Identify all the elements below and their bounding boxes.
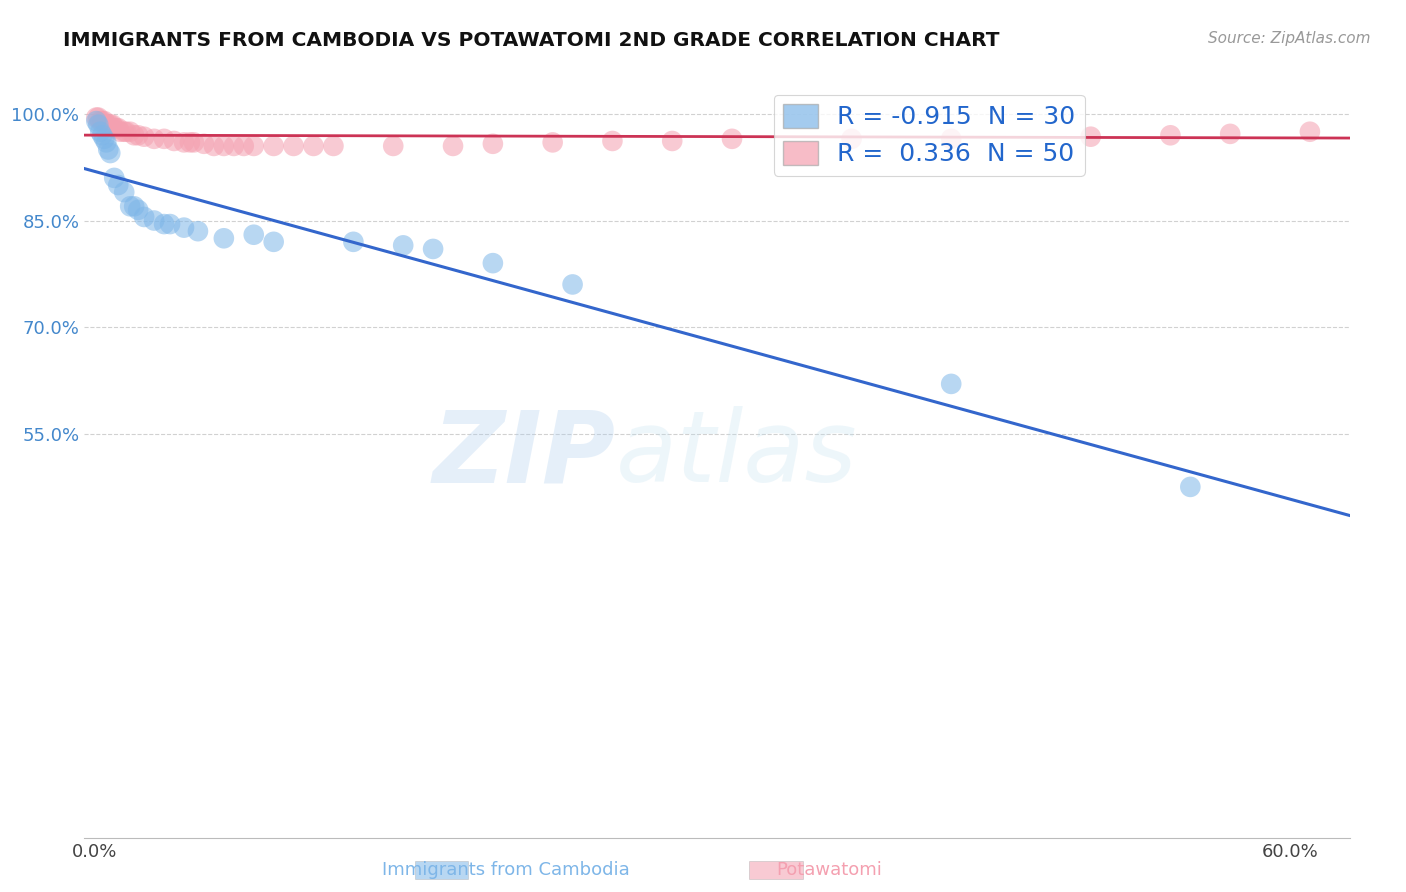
- Point: [120, 125, 142, 139]
- Point: [283, 139, 305, 153]
- Point: [103, 121, 125, 136]
- Text: Potawatomi: Potawatomi: [776, 861, 883, 879]
- Point: [127, 128, 149, 143]
- Point: [107, 178, 129, 192]
- Point: [1159, 128, 1181, 143]
- Point: [232, 139, 254, 153]
- Point: [112, 125, 135, 139]
- Point: [193, 136, 215, 151]
- Point: [103, 170, 125, 185]
- Point: [93, 114, 115, 128]
- Point: [134, 129, 156, 144]
- Point: [96, 118, 118, 132]
- Point: [89, 125, 111, 139]
- Point: [89, 114, 111, 128]
- Point: [86, 114, 108, 128]
- Point: [1080, 129, 1102, 144]
- Point: [98, 118, 121, 132]
- Point: [107, 121, 129, 136]
- Point: [212, 139, 235, 153]
- Point: [841, 132, 863, 146]
- Point: [173, 220, 195, 235]
- Point: [97, 118, 120, 132]
- Text: ZIP: ZIP: [433, 407, 616, 503]
- Point: [721, 132, 744, 146]
- Point: [112, 185, 135, 199]
- Point: [120, 199, 142, 213]
- Point: [263, 235, 285, 249]
- Point: [382, 139, 405, 153]
- Point: [163, 134, 186, 148]
- Point: [179, 136, 201, 150]
- Point: [441, 139, 464, 153]
- Point: [202, 139, 225, 153]
- Point: [96, 136, 118, 150]
- Point: [1219, 127, 1241, 141]
- Point: [115, 125, 138, 139]
- Point: [392, 238, 415, 252]
- Point: [561, 277, 583, 292]
- Text: Source: ZipAtlas.com: Source: ZipAtlas.com: [1208, 31, 1371, 46]
- Point: [482, 136, 505, 151]
- Point: [222, 139, 245, 153]
- Point: [127, 202, 149, 217]
- Point: [93, 132, 115, 146]
- Point: [122, 128, 145, 143]
- Point: [1358, 122, 1381, 136]
- Text: atlas: atlas: [616, 407, 858, 503]
- Point: [87, 118, 110, 132]
- Point: [183, 136, 205, 150]
- Point: [86, 111, 108, 125]
- Point: [212, 231, 235, 245]
- Point: [143, 213, 166, 227]
- Point: [110, 125, 132, 139]
- Point: [263, 139, 285, 153]
- Point: [97, 143, 120, 157]
- Point: [91, 128, 114, 143]
- Point: [302, 139, 325, 153]
- Point: [98, 146, 121, 161]
- Point: [242, 139, 264, 153]
- Point: [602, 134, 624, 148]
- Point: [422, 242, 444, 256]
- Point: [173, 136, 195, 150]
- Point: [143, 132, 166, 146]
- Point: [1180, 480, 1202, 494]
- Point: [105, 121, 128, 136]
- Point: [541, 136, 564, 150]
- Point: [482, 256, 505, 270]
- Point: [87, 111, 110, 125]
- Point: [342, 235, 364, 249]
- Point: [101, 118, 124, 132]
- Point: [242, 227, 264, 242]
- Text: IMMIGRANTS FROM CAMBODIA VS POTAWATOMI 2ND GRADE CORRELATION CHART: IMMIGRANTS FROM CAMBODIA VS POTAWATOMI 2…: [63, 31, 1000, 50]
- Point: [122, 199, 145, 213]
- Point: [187, 224, 209, 238]
- Point: [322, 139, 344, 153]
- Point: [941, 376, 963, 391]
- Legend: R = -0.915  N = 30, R =  0.336  N = 50: R = -0.915 N = 30, R = 0.336 N = 50: [773, 95, 1085, 176]
- Text: Immigrants from Cambodia: Immigrants from Cambodia: [382, 861, 630, 879]
- Point: [153, 132, 176, 146]
- Point: [91, 114, 114, 128]
- Point: [153, 217, 176, 231]
- Point: [661, 134, 683, 148]
- Point: [159, 217, 181, 231]
- Point: [134, 210, 156, 224]
- Point: [941, 132, 963, 146]
- Point: [1299, 125, 1322, 139]
